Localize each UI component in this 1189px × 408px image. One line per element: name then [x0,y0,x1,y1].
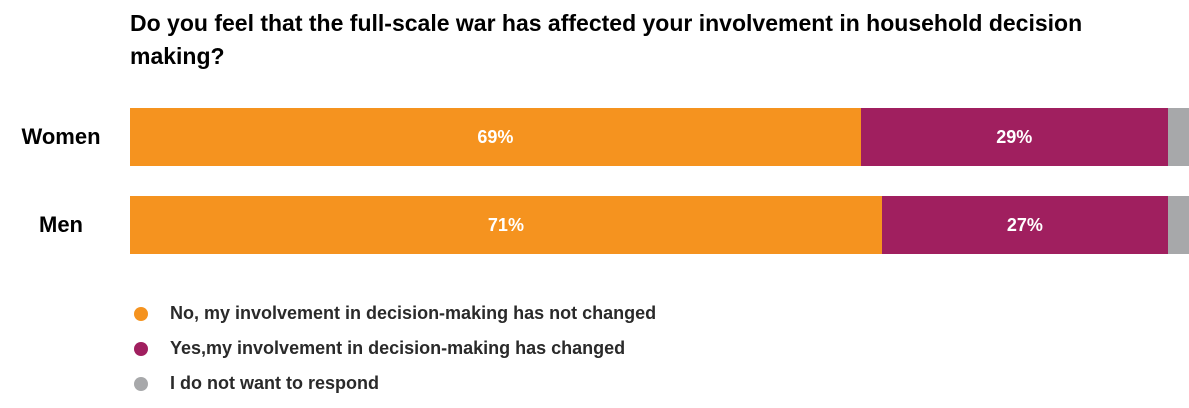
data-label: 69% [477,126,514,147]
category-label-men: Men [39,212,83,237]
bar-row-men: 71% 27% [130,196,1189,254]
chart-legend: No, my involvement in decision-making ha… [134,296,656,401]
bar-segment-women-series-3 [1167,108,1189,166]
legend-dot-icon [134,376,148,391]
data-label: 27% [1006,214,1043,235]
legend-label: I do not want to respond [170,373,379,393]
legend-item: No, my involvement in decision-making ha… [134,296,656,331]
bar-segment-men-series-2: 27% [881,196,1168,254]
data-label: 29% [996,126,1033,147]
bar-row-women: 69% 29% [130,108,1189,166]
legend-dot-icon [134,341,148,356]
bar-segment-men-series-3 [1167,196,1189,254]
legend-item: I do not want to respond [134,366,656,401]
data-label: 71% [487,214,524,235]
bar-segment-women-series-1: 69% [130,108,861,166]
bar-segment-women-series-2: 29% [860,108,1168,166]
legend-label: No, my involvement in decision-making ha… [170,303,657,323]
chart-title: Do you feel that the full-scale war has … [130,10,1083,69]
legend-label: Yes,my involvement in decision-making ha… [170,338,626,358]
category-label-women: Women [21,124,101,149]
legend-item: Yes,my involvement in decision-making ha… [134,331,656,366]
bar-segment-men-series-1: 71% [130,196,882,254]
legend-dot-icon [134,306,148,321]
